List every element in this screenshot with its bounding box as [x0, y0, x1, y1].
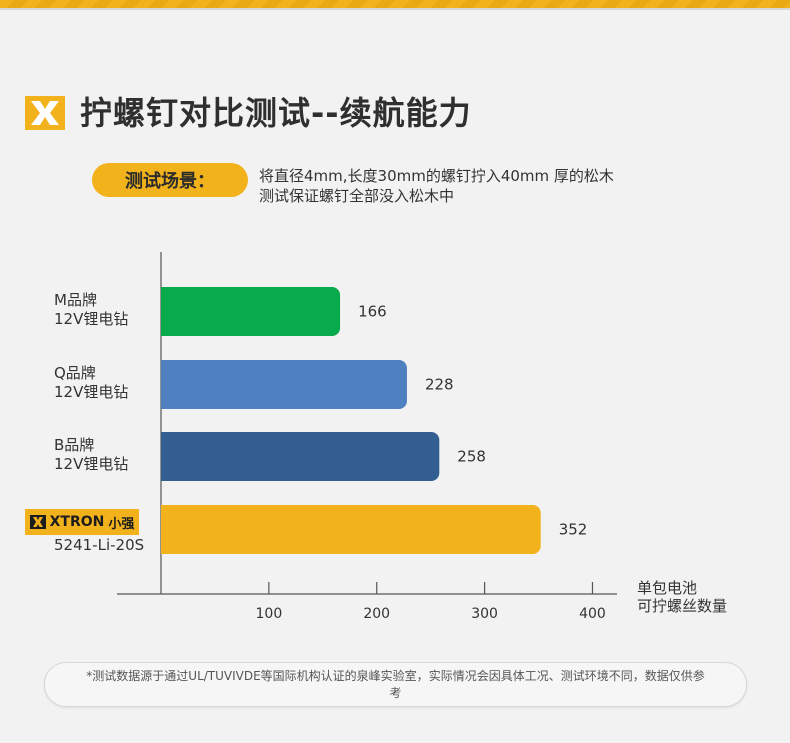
- scenario-line-1: 将直径4mm,长度30mm的螺钉拧入40mm 厚的松木: [259, 167, 614, 185]
- xtron-brand-logo: XTRON 小强: [25, 509, 139, 535]
- bar-1-left-edge: [161, 287, 171, 336]
- scenario-badge: 测试场景：: [92, 163, 248, 197]
- bar-1: [161, 287, 341, 336]
- x-tick-label-100: 100: [256, 606, 283, 622]
- page-title: 拧螺钉对比测试--续航能力: [80, 94, 472, 132]
- bar-4: [161, 505, 541, 554]
- bar-4-left-edge: [161, 505, 171, 554]
- x-axis-label-line2: 可拧螺丝数量: [637, 597, 727, 615]
- xtron-mini-x-icon: [29, 515, 46, 529]
- xtron-x-logo-icon: [25, 96, 65, 130]
- bar-value-label-2: 228: [425, 376, 454, 394]
- bar-2-left-edge: [161, 360, 171, 409]
- category-label-3-line1: B品牌: [54, 436, 94, 454]
- category-label-4-line2: 5241-Li-20S: [54, 536, 144, 554]
- x-tick-label-400: 400: [579, 606, 606, 622]
- bar-value-label-3: 258: [457, 448, 486, 466]
- scenario-line-2: 测试保证螺钉全部没入松木中: [259, 187, 455, 205]
- top-stripe: [0, 0, 790, 8]
- category-label-2-line2: 12V锂电钻: [54, 383, 128, 401]
- bar-3: [161, 432, 440, 481]
- category-label-2-line1: Q品牌: [54, 364, 96, 382]
- x-tick-label-200: 200: [363, 606, 390, 622]
- x-tick-label-300: 300: [471, 606, 498, 622]
- category-label-3-line2: 12V锂电钻: [54, 455, 128, 473]
- top-divider: [0, 8, 790, 10]
- bar-2: [161, 360, 407, 409]
- bar-value-label-1: 166: [358, 303, 387, 321]
- bar-3-left-edge: [161, 432, 171, 481]
- bar-value-label-4: 352: [559, 521, 588, 539]
- category-label-1-line2: 12V锂电钻: [54, 310, 128, 328]
- x-axis-label-line1: 单包电池: [637, 579, 697, 597]
- category-label-1-line1: M品牌: [54, 291, 97, 309]
- footnote-disclaimer: *测试数据源于通过UL/TUVIVDE等国际机构认证的泉峰实验室，实际情况会因具…: [44, 662, 747, 707]
- xtron-wordmark: XTRON: [49, 514, 105, 530]
- xtron-chinese-mark: 小强: [108, 516, 135, 532]
- scenario-description: 将直径4mm,长度30mm的螺钉拧入40mm 厚的松木 测试保证螺钉全部没入松木…: [259, 166, 614, 206]
